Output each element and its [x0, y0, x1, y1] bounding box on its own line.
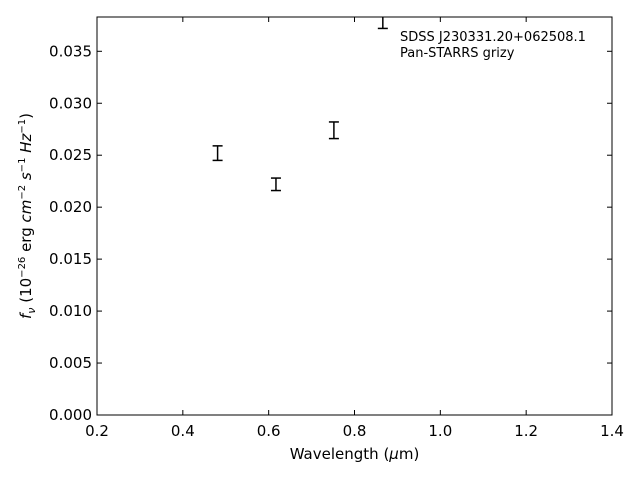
x-axis-label: Wavelength (μm) — [290, 445, 420, 463]
errorbar-point — [270, 177, 281, 192]
y-tick-label: 0.035 — [49, 42, 92, 60]
x-tick-label: 1.0 — [428, 422, 452, 440]
x-axis: 0.2 0.4 0.6 0.8 1.0 1.2 1.4 — [85, 17, 624, 440]
x-tick-label: 1.4 — [600, 422, 624, 440]
y-tick-label: 0.005 — [49, 354, 92, 372]
x-tick-label: 0.8 — [343, 422, 367, 440]
y-tick-label: 0.000 — [49, 406, 92, 424]
annotation-object-name: SDSS J230331.20+062508.1 — [400, 30, 586, 45]
y-tick-label: 0.030 — [49, 94, 92, 112]
annotation-survey: Pan-STARRS grizy — [400, 46, 515, 61]
y-tick-label: 0.010 — [49, 302, 92, 320]
errorbar-point — [377, 17, 388, 30]
y-axis-label: fν (10−26 erg cm−2 s−1 Hz−1) — [17, 113, 38, 319]
x-tick-label: 0.2 — [85, 422, 109, 440]
errorbar-point — [212, 145, 223, 162]
data-points — [212, 17, 388, 192]
x-tick-label: 1.2 — [514, 422, 538, 440]
errorbar-point — [328, 121, 339, 140]
y-tick-label: 0.025 — [49, 146, 92, 164]
x-tick-label: 0.4 — [171, 422, 195, 440]
y-tick-label: 0.020 — [49, 198, 92, 216]
y-tick-label: 0.015 — [49, 250, 92, 268]
y-axis: 0.000 0.005 0.010 0.015 0.020 0.025 0.030 0.035 — [49, 42, 612, 424]
x-tick-label: 0.6 — [257, 422, 281, 440]
plot-frame — [96, 16, 613, 416]
